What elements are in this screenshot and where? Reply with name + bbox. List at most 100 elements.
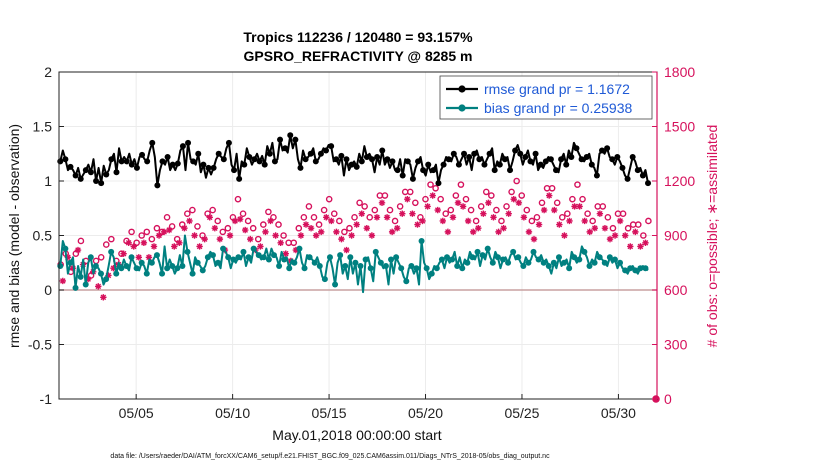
x-axis-label: May.01,2018 00:00:00 start xyxy=(272,427,442,443)
y-axis-right-label: # of obs: o=possible; ∗=assimilated xyxy=(704,125,720,348)
rmse-point xyxy=(87,169,94,176)
bias-point xyxy=(265,256,272,263)
bias-point xyxy=(189,270,196,277)
rmse-point xyxy=(174,160,181,167)
rmse-point xyxy=(435,180,442,187)
bias-point xyxy=(357,263,364,270)
assimilated-obs-point xyxy=(566,217,573,225)
possible-obs-point xyxy=(260,221,267,228)
rmse-point xyxy=(476,156,483,163)
possible-obs-point xyxy=(72,250,80,257)
bias-point xyxy=(321,276,328,283)
bias-point xyxy=(611,256,618,263)
bias-point xyxy=(367,265,374,272)
rmse-point xyxy=(379,147,386,154)
possible-obs-point xyxy=(163,214,171,221)
bias-point xyxy=(260,254,267,261)
assimilated-obs-point xyxy=(525,228,533,236)
possible-obs-point xyxy=(396,203,404,210)
rmse-point xyxy=(139,151,146,158)
bias-point xyxy=(92,263,99,270)
right-axis-ticks: 0 300 600 900 1200 1500 1800 xyxy=(652,64,695,407)
assimilated-obs-point xyxy=(439,217,447,225)
assimilated-obs-point xyxy=(414,221,421,228)
bias-point xyxy=(535,256,542,263)
assimilated-obs-point xyxy=(500,225,507,232)
bias-point xyxy=(118,265,125,272)
rmse-point xyxy=(179,143,186,150)
possible-obs-point xyxy=(270,214,277,221)
chart-title-line2: GPSRO_REFRACTIVITY @ 8285 m xyxy=(244,48,473,64)
possible-obs-point xyxy=(229,214,237,221)
possible-obs-point xyxy=(133,239,140,247)
assimilated-obs-point xyxy=(110,265,117,272)
bias-point xyxy=(591,259,598,266)
possible-obs-point xyxy=(305,203,313,210)
possible-obs-point xyxy=(553,199,561,207)
bias-point xyxy=(113,270,120,277)
assimilated-obs-point xyxy=(546,192,553,199)
rmse-point xyxy=(471,150,478,157)
bias-point xyxy=(326,254,333,261)
bias-point xyxy=(332,281,339,288)
bias-point xyxy=(622,267,629,274)
bias-point xyxy=(408,263,415,270)
rmse-point xyxy=(82,167,89,174)
bias-point xyxy=(276,263,283,270)
rmse-point xyxy=(583,154,590,161)
assimilated-obs-point xyxy=(581,217,588,225)
possible-obs-point xyxy=(265,208,272,216)
rmse-point xyxy=(236,175,243,182)
possible-obs-point xyxy=(234,195,242,203)
rmse-point xyxy=(445,156,452,163)
bias-point xyxy=(428,270,435,277)
rmse-point xyxy=(604,145,611,152)
bias-point xyxy=(209,252,216,259)
possible-obs-point xyxy=(168,223,176,230)
assimilated-obs-point xyxy=(576,203,583,210)
bias-point xyxy=(311,259,318,266)
bias-point xyxy=(301,265,308,272)
assimilated-obs-point xyxy=(64,254,72,261)
assimilated-obs-point xyxy=(490,214,497,221)
bias-point xyxy=(586,263,593,270)
bias-point xyxy=(250,245,257,252)
legend: rmse grand pr = 1.1672 bias grand pr = 0… xyxy=(439,75,653,120)
bias-point xyxy=(316,263,323,270)
possible-obs-point xyxy=(189,206,196,214)
bias-point xyxy=(561,259,568,266)
bias-point xyxy=(372,248,379,255)
rmse-point xyxy=(639,172,646,179)
assimilated-obs-point xyxy=(556,221,563,228)
possible-obs-point xyxy=(214,217,222,225)
bias-point xyxy=(62,245,69,252)
bias-point xyxy=(601,259,608,266)
bias-point xyxy=(235,254,242,261)
rmse-point xyxy=(241,161,248,168)
possible-obs-point xyxy=(503,203,510,210)
assimilated-obs-point xyxy=(586,228,593,236)
assimilated-obs-point xyxy=(328,217,335,225)
rmse-point xyxy=(425,161,432,168)
rmse-point xyxy=(348,161,355,168)
rmse-point xyxy=(149,139,156,146)
rmse-point xyxy=(461,150,468,157)
rmse-point xyxy=(517,150,524,157)
bias-point xyxy=(159,270,166,277)
y-left-tick-label: 1 xyxy=(44,173,52,189)
assimilated-obs-point xyxy=(282,250,289,257)
assimilated-obs-point xyxy=(378,199,386,206)
rmse-point xyxy=(108,156,115,163)
bias-point xyxy=(270,252,277,259)
possible-obs-point xyxy=(558,214,566,221)
rmse-point xyxy=(645,180,652,187)
bias-point xyxy=(596,254,603,261)
rmse-point xyxy=(496,161,503,168)
rmse-point xyxy=(542,158,549,165)
y-left-tick-label: 0 xyxy=(44,282,52,298)
assimilated-obs-point xyxy=(520,214,528,221)
bias-point xyxy=(87,254,94,261)
bias-point xyxy=(123,263,130,270)
y-left-tick-label: 0.5 xyxy=(33,228,53,244)
bias-point xyxy=(505,259,512,266)
